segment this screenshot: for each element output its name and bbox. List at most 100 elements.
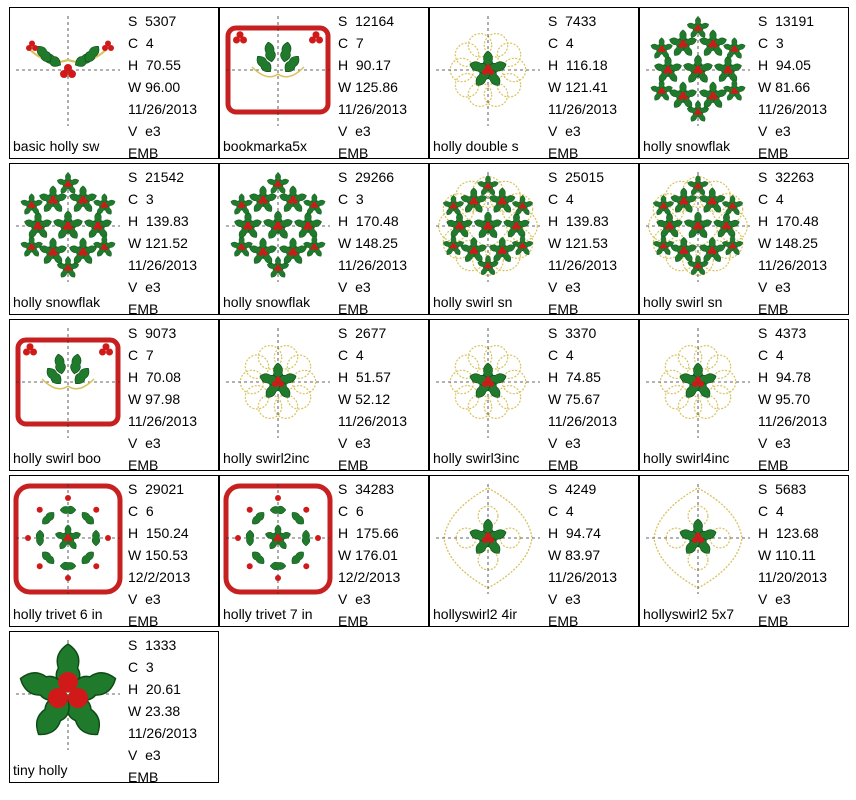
color-count-key: C [548, 503, 566, 519]
width-value-key: W [128, 235, 146, 251]
format-value: EMB [128, 142, 220, 164]
version-value-key: V [128, 279, 146, 295]
stitch-count-key: S [758, 481, 776, 497]
width-value: W 97.98 [128, 388, 220, 410]
holly-swirl-circle-icon [432, 12, 544, 130]
height-value: H 123.68 [758, 522, 850, 544]
stitch-count-text: 21542 [145, 169, 185, 185]
version-value-key: V [758, 123, 776, 139]
stitch-count-key: S [338, 325, 356, 341]
width-value-text: 148.25 [775, 235, 818, 251]
stitch-count: S 7433 [548, 10, 640, 32]
height-value-key: H [128, 369, 146, 385]
format-value: EMB [338, 142, 430, 164]
version-value-key: V [548, 435, 566, 451]
width-value: W 121.52 [128, 232, 220, 254]
file-name: holly swirl3inc [433, 450, 520, 466]
width-value-key: W [758, 79, 776, 95]
height-value-text: 139.83 [145, 213, 189, 229]
date-value-text: 11/26/2013 [758, 413, 828, 429]
version-value: V e3 [548, 120, 640, 142]
width-value-key: W [548, 391, 566, 407]
version-value: V e3 [338, 432, 430, 454]
date-value: 11/26/2013 [128, 410, 220, 432]
version-value: V e3 [548, 276, 640, 298]
height-value-key: H [128, 57, 146, 73]
height-value-key: H [758, 525, 776, 541]
format-value-text: EMB [128, 457, 159, 473]
format-value: EMB [548, 610, 640, 632]
color-count: C 7 [338, 32, 430, 54]
version-value-text: e3 [565, 279, 581, 295]
version-value-text: e3 [355, 435, 371, 451]
color-count-text: 4 [775, 191, 784, 207]
stitch-count: S 29021 [128, 478, 220, 500]
format-value-text: EMB [338, 301, 369, 317]
width-value: W 83.97 [548, 544, 640, 566]
height-value: H 70.55 [128, 54, 220, 76]
height-value: H 74.85 [548, 366, 640, 388]
height-value-text: 150.24 [145, 525, 189, 541]
version-value-text: e3 [775, 123, 791, 139]
stitch-count: S 9073 [128, 322, 220, 344]
date-value-text: 11/26/2013 [548, 569, 618, 585]
stitch-count-key: S [758, 169, 776, 185]
stitch-count-text: 5683 [775, 481, 807, 497]
date-value: 11/20/2013 [758, 566, 850, 588]
stitch-count: S 21542 [128, 166, 220, 188]
version-value-text: e3 [775, 435, 791, 451]
date-value: 11/26/2013 [548, 254, 640, 276]
date-value-text: 11/20/2013 [758, 569, 828, 585]
version-value-key: V [128, 747, 146, 763]
color-count-key: C [128, 191, 146, 207]
color-count: C 4 [128, 32, 220, 54]
width-value: W 23.38 [128, 700, 220, 722]
date-value-text: 11/26/2013 [758, 101, 828, 117]
color-count-text: 4 [565, 35, 574, 51]
height-value-text: 74.85 [565, 369, 601, 385]
color-count: C 4 [548, 500, 640, 522]
date-value-text: 11/26/2013 [338, 257, 408, 273]
format-value: EMB [758, 610, 850, 632]
date-value: 11/26/2013 [758, 98, 850, 120]
format-value-text: EMB [758, 457, 789, 473]
width-value-text: 121.41 [565, 79, 608, 95]
version-value: V e3 [128, 432, 220, 454]
stitch-count-key: S [758, 325, 776, 341]
height-value-text: 116.18 [565, 57, 608, 73]
stitch-count-key: S [548, 13, 566, 29]
format-value-text: EMB [128, 301, 159, 317]
format-value-text: EMB [548, 145, 579, 161]
holly-swirl-snowflake-icon [642, 168, 754, 286]
width-value-text: 176.01 [355, 547, 398, 563]
width-value-text: 75.67 [565, 391, 601, 407]
height-value-key: H [128, 525, 146, 541]
version-value-text: e3 [145, 435, 161, 451]
date-value-text: 11/26/2013 [128, 257, 198, 273]
width-value: W 75.67 [548, 388, 640, 410]
height-value-key: H [548, 525, 566, 541]
file-name: basic holly sw [13, 138, 100, 154]
width-value: W 148.25 [338, 232, 430, 254]
